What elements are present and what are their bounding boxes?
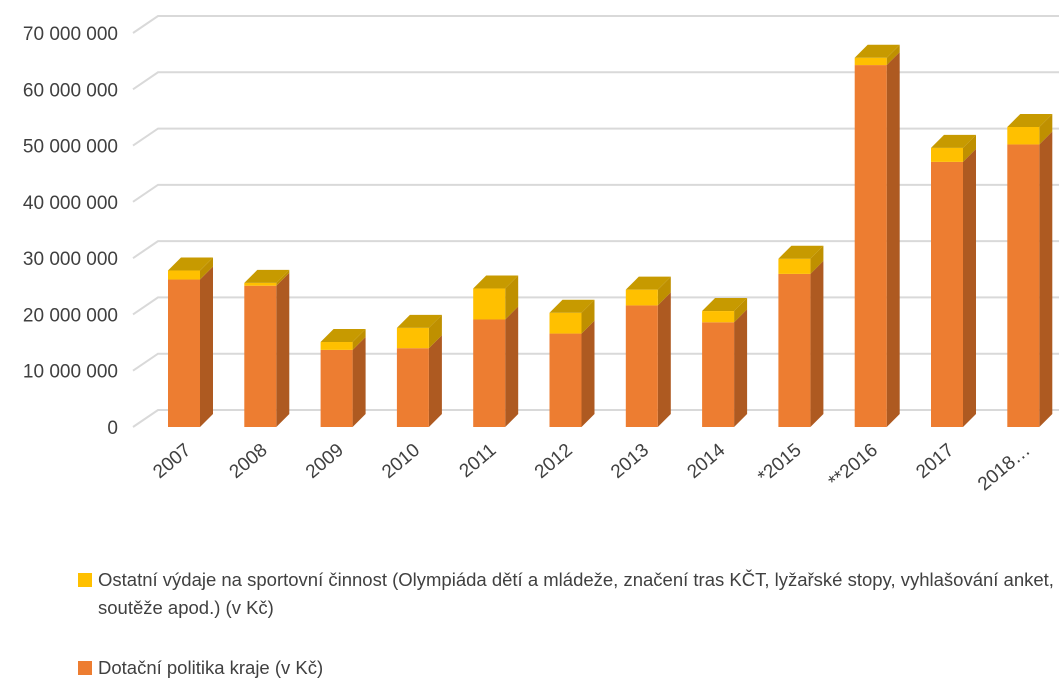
x-tick-label: 2010 — [378, 440, 424, 483]
bar-side — [581, 320, 595, 427]
bar-side — [963, 148, 976, 427]
stacked-bar-chart: 0 10 000 000 20 000 000 30 000 000 40 000 00… — [23, 15, 1059, 495]
bar-side — [276, 272, 290, 427]
bars — [168, 44, 1053, 428]
x-tick-label: 2007 — [149, 440, 195, 483]
y-tick-label: 10 000 000 — [23, 362, 118, 383]
grid-line — [132, 71, 1059, 91]
bar-side — [505, 275, 519, 320]
bar-segment — [549, 333, 582, 427]
bar-side — [200, 266, 213, 427]
y-axis-tick-labels: 0 10 000 000 20 000 000 30 000 000 40 000 00… — [23, 24, 118, 439]
bar-segment — [854, 65, 887, 427]
bar-segment — [244, 285, 277, 427]
x-tick-label: 2008 — [226, 440, 272, 483]
bar-segment — [168, 270, 200, 280]
bar-segment — [473, 288, 506, 320]
bar-segment — [1007, 144, 1040, 427]
bar-segment — [778, 273, 811, 427]
y-tick-label: 70 000 000 — [23, 24, 118, 45]
bar-segment — [625, 289, 658, 306]
grid-line — [132, 240, 1059, 259]
x-tick-label: *2015 — [754, 440, 806, 488]
legend-swatch-subsidy-policy — [78, 661, 92, 675]
bar-side — [734, 309, 748, 427]
bar-segment — [1007, 126, 1040, 145]
bar-top — [168, 257, 213, 271]
bar-top — [625, 276, 671, 290]
bar-side — [886, 52, 900, 428]
legend-label-other-expenses: Ostatní výdaje na sportovní činnost (Oly… — [98, 569, 1054, 618]
bar-side — [428, 335, 442, 427]
bar-segment — [702, 311, 735, 323]
bar-segment — [702, 322, 735, 427]
bar-side — [1039, 131, 1053, 427]
x-tick-label: 2018… — [974, 440, 1034, 495]
bar-side — [734, 298, 748, 323]
y-tick-label: 0 — [107, 418, 118, 439]
bar-side — [352, 329, 366, 350]
y-tick-label: 50 000 000 — [23, 137, 118, 158]
bar-side — [200, 257, 213, 280]
bar-top — [320, 329, 366, 343]
bar-side — [657, 276, 671, 306]
legend-label-subsidy-policy: Dotační politika kraje (v Kč) — [98, 657, 324, 678]
x-tick-label: 2014 — [683, 439, 729, 483]
x-tick-label: 2011 — [456, 440, 501, 482]
x-tick-label: 2013 — [607, 440, 653, 483]
grid-line — [132, 296, 1059, 316]
bar-side — [1039, 113, 1053, 145]
bar-top — [778, 245, 824, 259]
bar-segment — [244, 282, 277, 286]
bar-top — [1007, 113, 1053, 127]
bar-top — [931, 134, 976, 148]
y-tick-label: 40 000 000 — [23, 193, 118, 214]
bar-top — [854, 44, 900, 58]
x-tick-label: 2009 — [302, 440, 348, 483]
grid-lines — [132, 15, 1059, 428]
bar-side — [428, 314, 442, 349]
bar-segment — [396, 327, 429, 349]
bar-side — [810, 260, 824, 427]
bar-side — [886, 44, 900, 66]
bar-segment — [320, 349, 353, 427]
bar-segment — [854, 57, 887, 66]
y-tick-label: 30 000 000 — [23, 249, 118, 270]
bar-top — [549, 299, 595, 313]
bar-segment — [396, 348, 429, 427]
bar-top — [244, 269, 290, 283]
legend-entry-subsidy-policy: Dotační politika kraje (v Kč) — [78, 654, 1058, 682]
bar-segment — [320, 342, 353, 350]
bar-segment — [168, 279, 200, 427]
bar-side — [352, 336, 366, 427]
bar-segment — [931, 147, 963, 162]
bar-side — [276, 269, 290, 286]
x-axis-tick-labels: 2007 2008 2009 2010 2011 2012 2013 2014 *2015 **2… — [149, 439, 1034, 495]
bar-top — [396, 314, 442, 328]
bar-segment — [625, 305, 658, 427]
bar-segment — [931, 161, 963, 427]
grid-line — [132, 127, 1059, 147]
bar-segment — [778, 258, 811, 274]
grid-line — [132, 352, 1059, 372]
x-tick-label: 2017 — [912, 440, 958, 483]
bar-side — [581, 299, 595, 334]
bar-side — [657, 292, 671, 427]
legend-swatch-other-expenses — [78, 573, 92, 587]
grid-line — [132, 15, 1059, 34]
y-tick-label: 60 000 000 — [23, 80, 118, 101]
x-tick-label: **2016 — [825, 440, 882, 493]
x-tick-label: 2012 — [531, 440, 577, 483]
bar-side — [810, 245, 824, 274]
bar-side — [505, 306, 519, 427]
bar-top — [702, 298, 748, 312]
bar-segment — [549, 312, 582, 334]
bar-top — [473, 275, 519, 289]
bar-side — [963, 134, 976, 162]
y-tick-label: 20 000 000 — [23, 305, 118, 326]
bar-segment — [473, 319, 506, 427]
grid-line — [132, 183, 1059, 203]
grid-line — [132, 409, 1059, 428]
legend-entry-other-expenses: Ostatní výdaje na sportovní činnost (Oly… — [78, 566, 1058, 622]
